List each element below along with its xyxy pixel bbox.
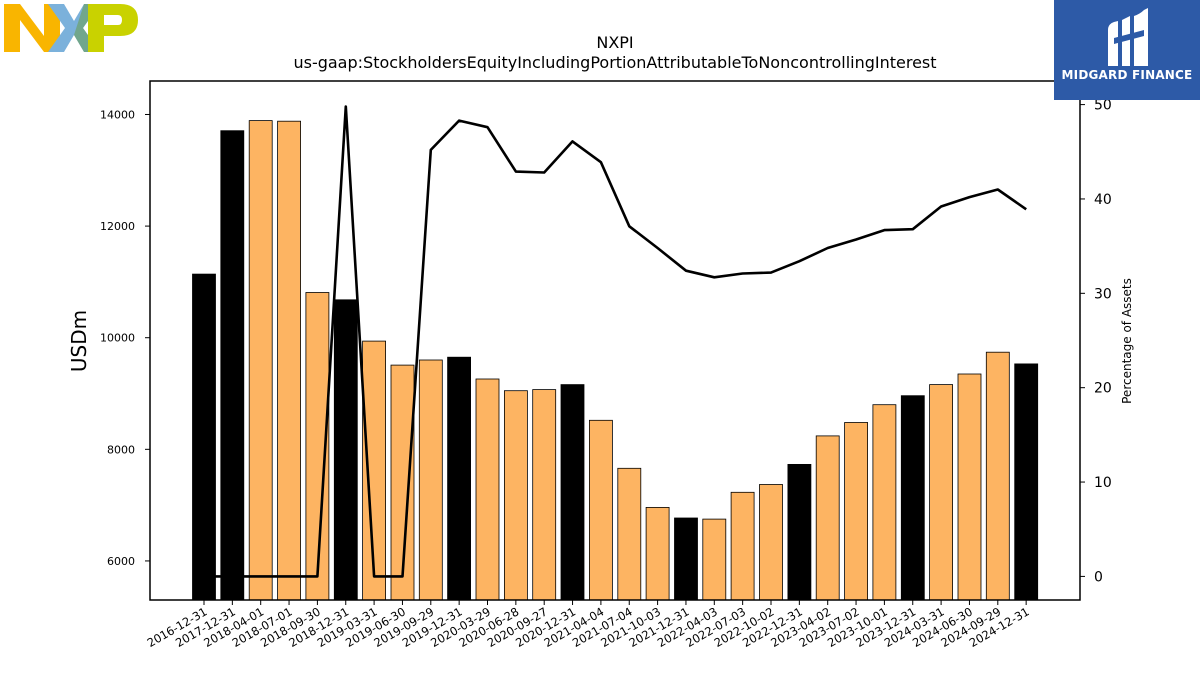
plot-frame	[149, 80, 1081, 601]
y-tick-label: 12000	[100, 220, 135, 233]
bar	[418, 359, 443, 601]
nxp-logo-p-shape	[88, 4, 138, 52]
y2-tick-label: 0	[1094, 569, 1103, 585]
y-tick-label: 14000	[100, 108, 135, 121]
bar	[985, 351, 1010, 601]
nxp-logo-x-shadow	[74, 4, 100, 52]
y2-tick-label: 50	[1094, 98, 1112, 114]
bar	[702, 518, 727, 601]
y-tick-label: 10000	[100, 332, 135, 345]
chart-marks: 2016-12-312017-12-312018-04-012018-07-01…	[100, 98, 1112, 650]
bar	[560, 384, 585, 601]
bar	[929, 384, 953, 601]
bar	[645, 506, 670, 601]
y2-axis-label: Percentage of Assets	[1120, 278, 1134, 404]
percentage-line	[204, 105, 1027, 578]
bar	[815, 435, 840, 601]
bar	[844, 422, 868, 601]
y2-tick-label: 30	[1094, 286, 1112, 302]
chart-title: NXPI	[596, 33, 633, 52]
bar	[220, 130, 245, 601]
midgard-finance-logo: MIDGARD FINANCE	[1054, 0, 1200, 100]
chart-subtitle: us-gaap:StockholdersEquityIncludingPorti…	[293, 53, 936, 72]
nxp-logo	[4, 4, 138, 52]
y2-tick-label: 10	[1094, 475, 1112, 491]
y2-tick-label: 20	[1094, 381, 1112, 397]
midgard-finance-name: MIDGARD FINANCE	[1061, 68, 1193, 82]
bar	[503, 390, 528, 601]
bar	[730, 491, 755, 601]
bar	[248, 120, 273, 601]
bar	[759, 484, 783, 601]
bar	[787, 463, 812, 601]
bar	[333, 299, 358, 601]
bar	[192, 273, 216, 601]
y-tick-label: 6000	[107, 555, 135, 568]
bar	[1014, 363, 1039, 601]
midgard-emblem-icon	[1108, 8, 1148, 66]
bar	[900, 395, 925, 601]
bar	[589, 419, 613, 601]
bar	[872, 404, 897, 601]
bar	[532, 389, 557, 601]
bar	[475, 378, 500, 601]
bar	[617, 467, 642, 601]
y-axis-label: USDm	[67, 310, 91, 372]
nxp-logo-n-shape	[4, 4, 60, 52]
bar	[674, 517, 698, 601]
bar	[447, 356, 472, 601]
y-tick-label: 8000	[107, 443, 135, 456]
bar	[957, 373, 982, 601]
y2-tick-label: 40	[1094, 192, 1112, 208]
bar	[277, 120, 302, 601]
